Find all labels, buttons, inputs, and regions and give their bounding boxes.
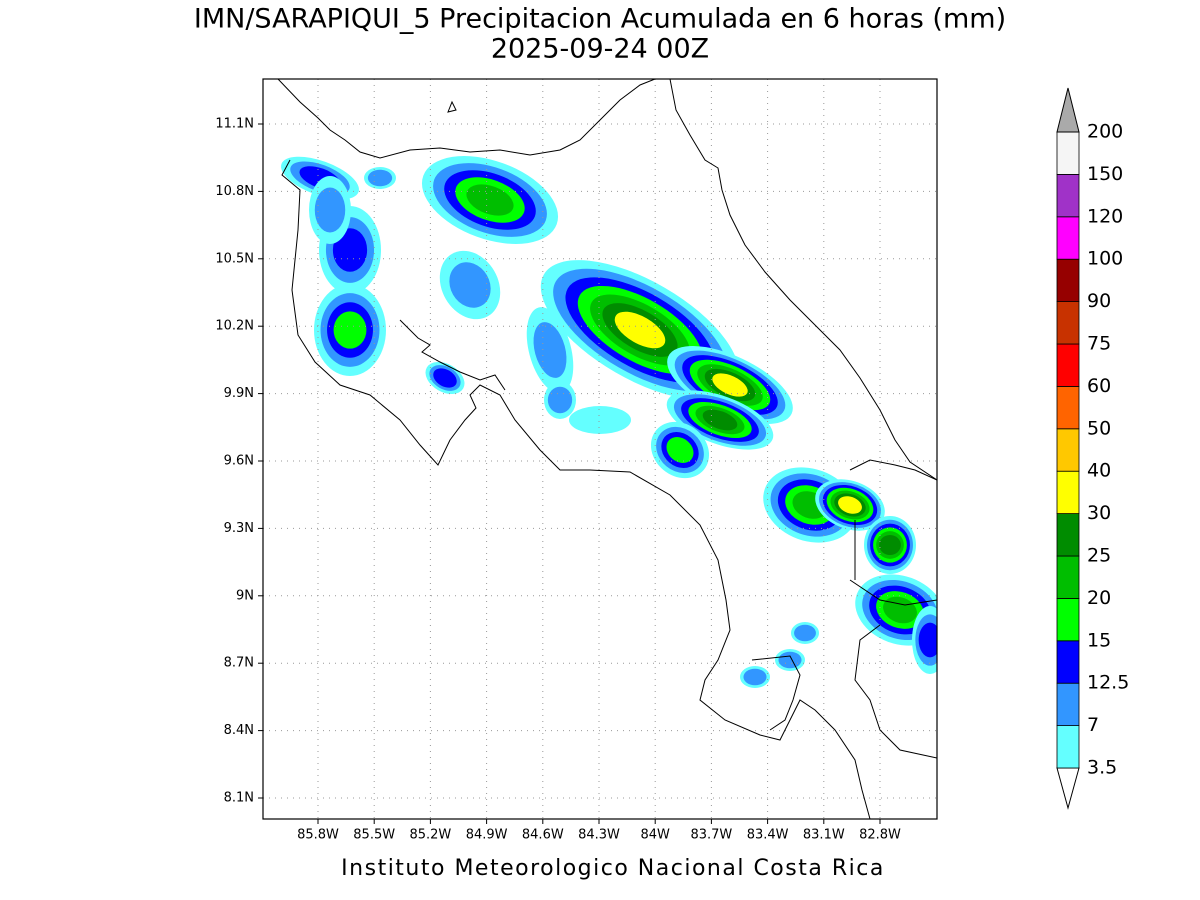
precip-contour xyxy=(466,184,514,216)
graticule: 11.1N 10.8N 10.5N 10.2N 9.9N 9.6N 9.3N 9N 8.7N 8.… xyxy=(215,79,937,843)
lat-tick-label: 9N xyxy=(236,588,254,603)
precipitation-field xyxy=(281,156,937,688)
lon-tick-label: 83.1W xyxy=(803,828,845,843)
lat-tick-label: 9.9N xyxy=(224,386,254,401)
lat-tick-label: 10.5N xyxy=(215,251,254,266)
title: IMN/SARAPIQUI_5 Precipitacion Acumulada … xyxy=(194,4,1006,35)
nicaragua-pacific-coast xyxy=(277,79,656,159)
colorbar: 3.5 7 12.5 15 20 25 30 40 50 60 75 90 100 120 150 200 xyxy=(1056,87,1129,810)
colorbar-box xyxy=(1056,640,1080,684)
panama-coast xyxy=(849,459,937,759)
precip-contour xyxy=(918,622,937,658)
colorbar-label: 100 xyxy=(1087,248,1123,270)
precip-contour xyxy=(433,368,457,388)
colorbar-box xyxy=(1056,428,1080,472)
lon-tick-label: 85.8W xyxy=(297,828,339,843)
precip-contour xyxy=(883,596,917,624)
lat-tick-label: 10.2N xyxy=(215,319,254,334)
colorbar-label: 60 xyxy=(1087,375,1111,397)
colorbar-label: 25 xyxy=(1087,545,1111,567)
subtitle: 2025-09-24 00Z xyxy=(491,34,709,65)
colorbar-label: 120 xyxy=(1087,205,1123,227)
osa-peninsula xyxy=(751,655,801,731)
lat-tick-label: 8.1N xyxy=(224,791,254,806)
lat-tick-label: 8.7N xyxy=(224,656,254,671)
colorbar-box xyxy=(1056,173,1080,218)
lat-tick-label: 9.3N xyxy=(224,521,254,536)
precip-contour xyxy=(314,187,346,233)
colorbar-label: 3.5 xyxy=(1087,757,1117,779)
precip-contour xyxy=(838,496,862,514)
lat-tick-label: 11.1N xyxy=(215,117,254,132)
lon-tick-label: 84.9W xyxy=(466,828,508,843)
caribbean-coast xyxy=(669,79,937,481)
lon-tick-label: 82.8W xyxy=(859,828,901,843)
colorbar-box xyxy=(1056,598,1080,642)
colorbar-label: 90 xyxy=(1087,290,1111,312)
lon-tick-label: 84W xyxy=(640,828,670,843)
lon-tick-label: 83.4W xyxy=(747,828,789,843)
precip-contour xyxy=(332,228,368,272)
colorbar-box xyxy=(1056,131,1080,175)
island xyxy=(447,100,457,113)
colorbar-label: 75 xyxy=(1087,333,1111,355)
colorbar-box xyxy=(1056,555,1080,599)
lon-tick-label: 85.5W xyxy=(353,828,395,843)
colorbar-label: 20 xyxy=(1087,587,1111,609)
precip-contour xyxy=(879,534,901,556)
lon-tick-label: 83.7W xyxy=(690,828,732,843)
lon-tick-label: 84.6W xyxy=(522,828,564,843)
colorbar-box xyxy=(1056,216,1080,260)
colorbar-label: 7 xyxy=(1087,714,1099,736)
colorbar-box xyxy=(1056,682,1080,727)
colorbar-label: 200 xyxy=(1087,121,1123,143)
colorbar-label: 40 xyxy=(1087,460,1111,482)
colorbar-label: 30 xyxy=(1087,502,1111,524)
colorbar-label: 12.5 xyxy=(1087,672,1129,694)
precip-contour xyxy=(533,322,567,378)
precip-contour xyxy=(743,668,767,686)
lon-tick-label: 84.3W xyxy=(578,828,620,843)
lat-tick-label: 9.6N xyxy=(224,454,254,469)
precip-contour xyxy=(547,386,573,414)
pacific-coast xyxy=(281,159,871,819)
gulf-coast xyxy=(399,319,506,391)
colorbar-box xyxy=(1056,725,1080,769)
precip-contour xyxy=(614,311,666,349)
colorbar-box xyxy=(1056,343,1080,387)
colorbar-over xyxy=(1056,87,1080,133)
precip-contour xyxy=(449,262,491,308)
colorbar-label: 15 xyxy=(1087,629,1111,651)
lon-tick-label: 85.2W xyxy=(409,828,451,843)
colorbar-box xyxy=(1056,470,1080,515)
lat-tick-label: 10.8N xyxy=(215,184,254,199)
colorbar-box xyxy=(1056,301,1080,345)
precip-contour xyxy=(702,409,738,431)
colorbar-box xyxy=(1056,513,1080,557)
precip-contour xyxy=(569,406,631,434)
lat-tick-label: 8.4N xyxy=(224,723,254,738)
colorbar-box xyxy=(1056,385,1080,430)
precip-contour xyxy=(367,169,393,187)
precip-contour xyxy=(666,437,694,463)
colorbar-box xyxy=(1056,258,1080,303)
colorbar-label: 150 xyxy=(1087,163,1123,185)
precip-contour xyxy=(794,624,816,642)
coastlines xyxy=(277,79,937,819)
precip-contour xyxy=(333,311,367,349)
colorbar-label: 50 xyxy=(1087,417,1111,439)
footer: Instituto Meteorologico Nacional Costa R… xyxy=(341,856,885,881)
map-frame xyxy=(262,78,938,820)
precip-contour xyxy=(712,373,748,397)
colorbar-under xyxy=(1056,767,1080,810)
precip-contour xyxy=(778,651,802,669)
